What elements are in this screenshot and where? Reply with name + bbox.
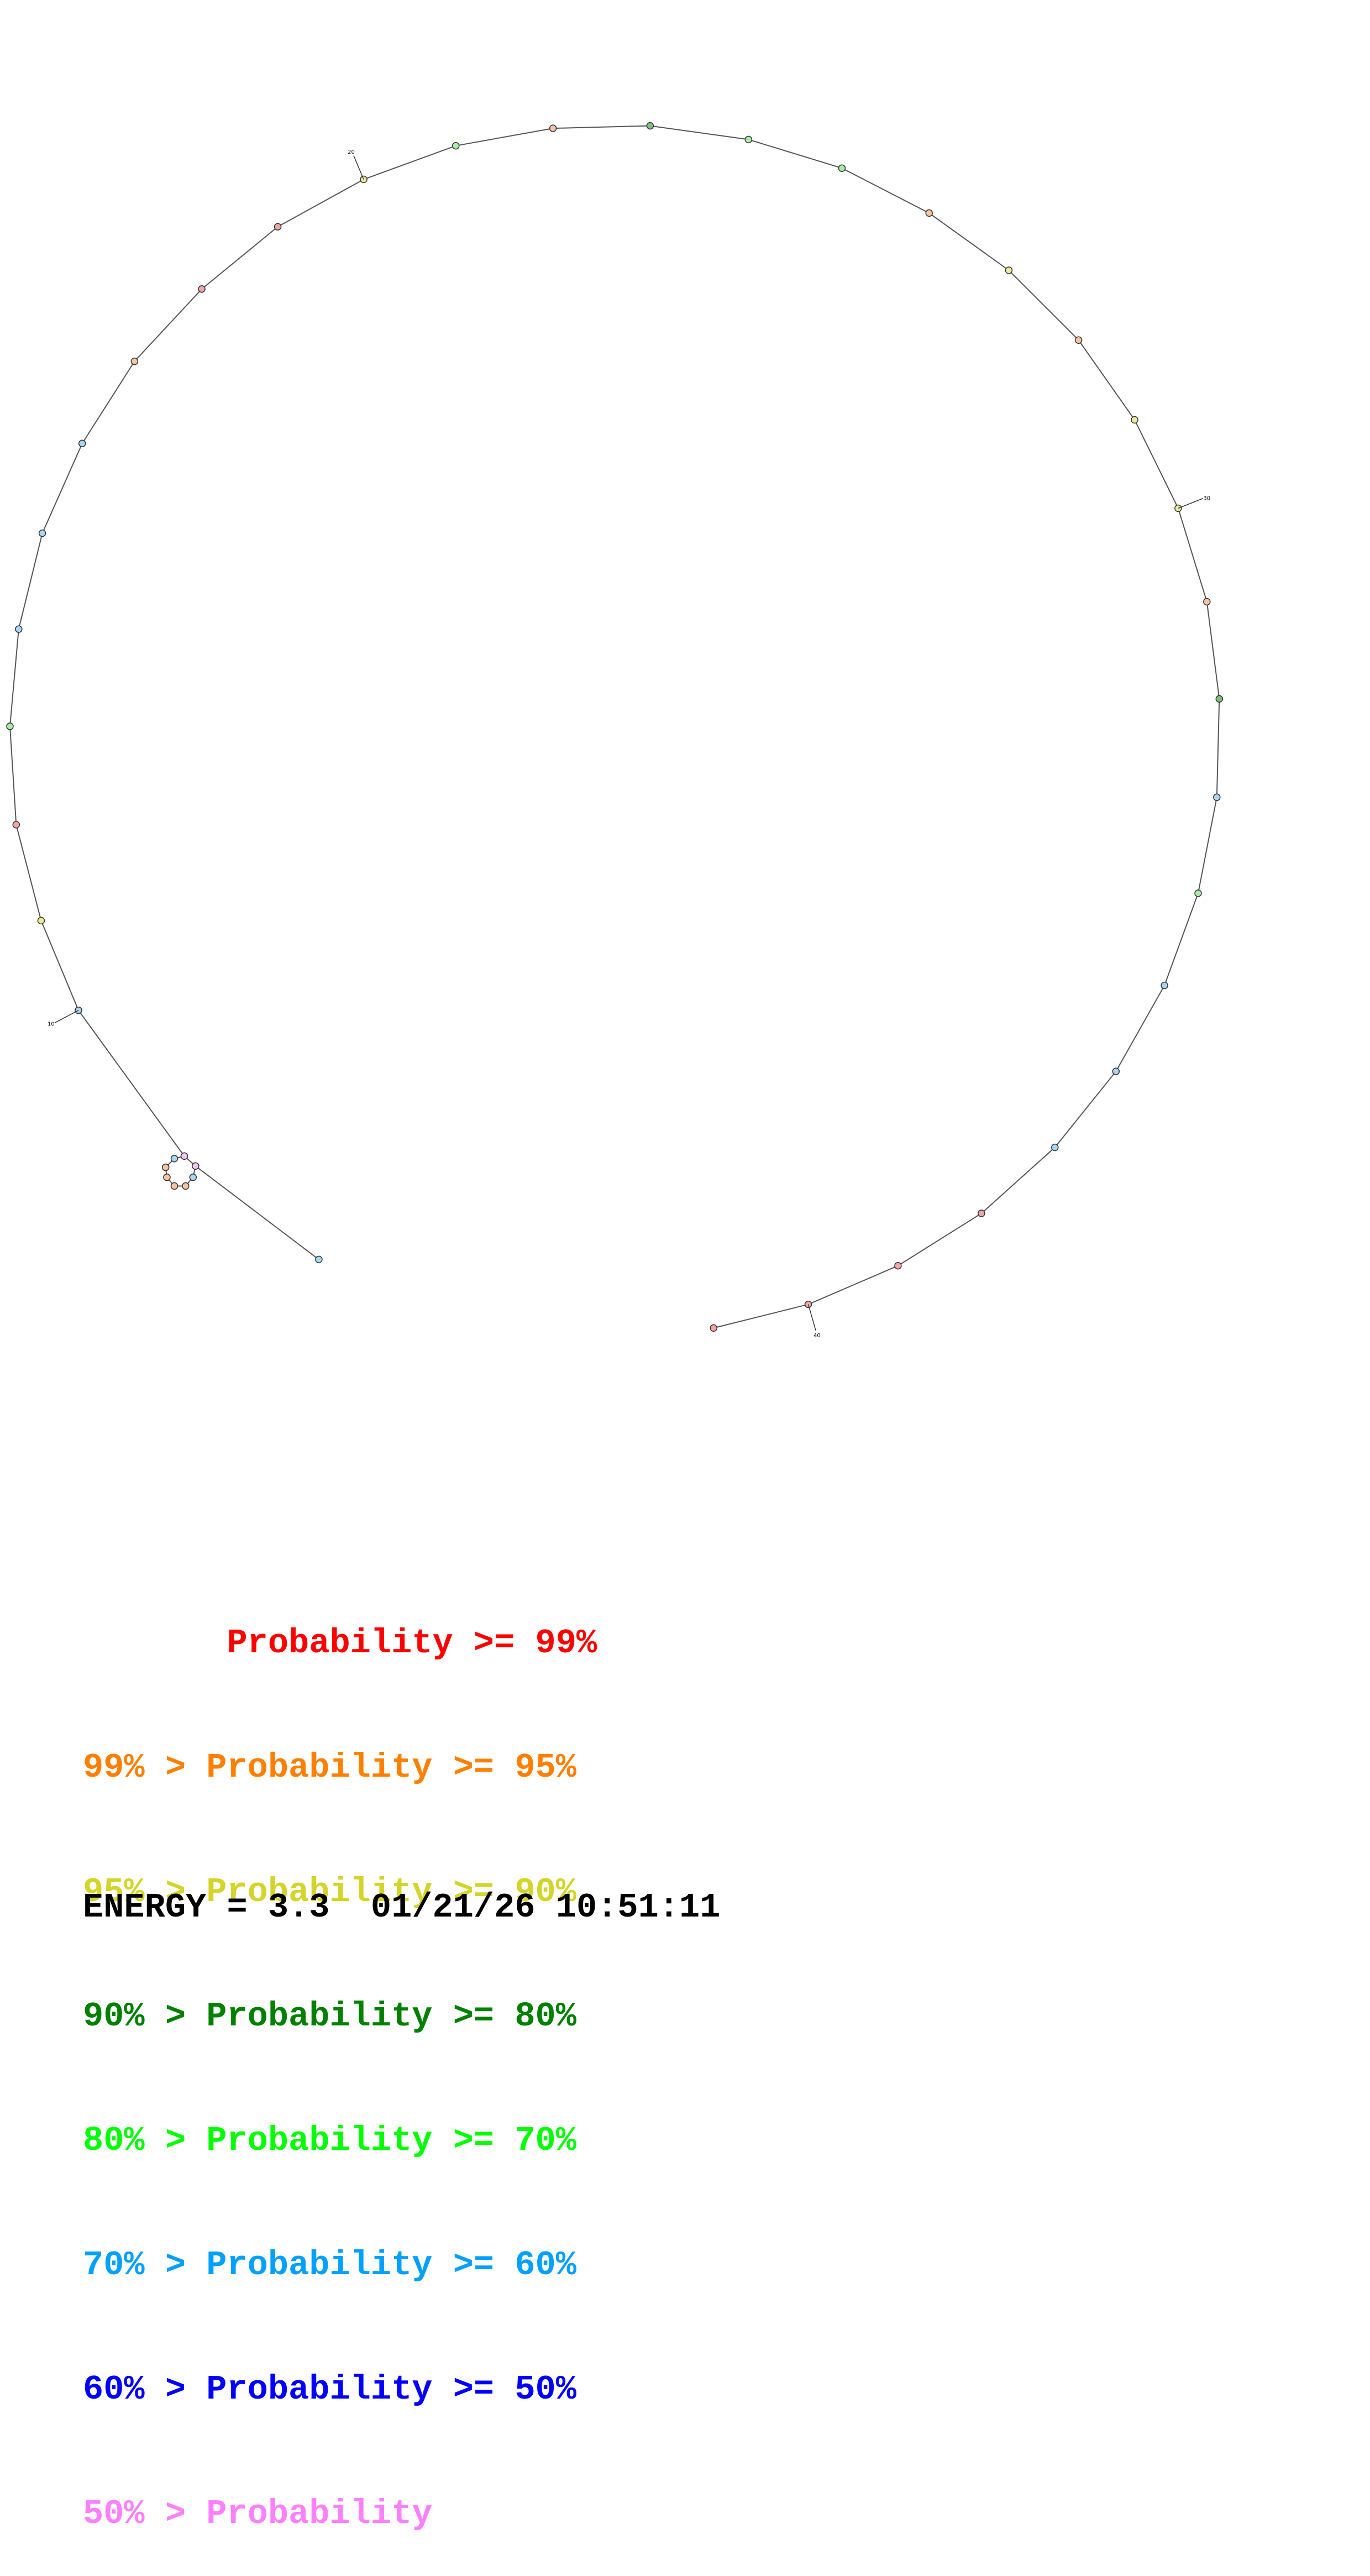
energy-value: ENERGY = 3.3 bbox=[83, 1888, 330, 1927]
legend-row-70: 80% > Probability >= 70% bbox=[83, 2121, 576, 2160]
nucleotide bbox=[646, 122, 654, 130]
legend-row-80: 90% > Probability >= 80% bbox=[83, 1997, 576, 2036]
nucleotide bbox=[38, 529, 46, 537]
nucleotide bbox=[549, 124, 557, 132]
backbone-line bbox=[9, 125, 1220, 1329]
timestamp: 01/21/26 10:51:11 bbox=[370, 1888, 721, 1927]
nucleotide bbox=[170, 1182, 179, 1190]
position-label: 40 bbox=[813, 1333, 821, 1339]
nucleotide bbox=[163, 1173, 171, 1181]
nucleotide bbox=[78, 439, 86, 448]
position-ticks: 10 20 30 40 bbox=[48, 149, 1210, 1339]
position-label: 20 bbox=[348, 149, 355, 155]
nucleotide bbox=[1213, 793, 1221, 802]
tick-line bbox=[353, 155, 364, 180]
legend-row-below-50: 50% > Probability bbox=[83, 2494, 433, 2533]
nucleotide bbox=[838, 164, 846, 172]
nucleotide bbox=[192, 1162, 200, 1170]
nucleotide bbox=[274, 223, 282, 231]
nucleotide bbox=[925, 209, 933, 217]
nucleotide bbox=[1005, 266, 1013, 274]
legend-row-60: 70% > Probability >= 60% bbox=[83, 2245, 576, 2285]
nucleotide bbox=[198, 285, 206, 293]
nucleotide bbox=[978, 1210, 985, 1217]
nucleotide bbox=[15, 625, 23, 633]
rna-structure-diagram: 10 20 30 40 bbox=[6, 122, 1224, 1339]
nucleotide bbox=[6, 722, 14, 730]
nucleotide bbox=[1161, 981, 1168, 989]
nucleotide bbox=[1051, 1143, 1059, 1151]
legend-row-50: 60% > Probability >= 50% bbox=[83, 2370, 576, 2409]
legend-row-99: Probability >= 99% bbox=[83, 1624, 597, 1663]
nucleotide bbox=[1112, 1067, 1120, 1075]
position-label: 30 bbox=[1203, 496, 1210, 502]
position-label: 10 bbox=[48, 1022, 55, 1028]
backbone-path bbox=[9, 125, 1220, 1329]
nucleotide bbox=[161, 1163, 170, 1171]
nucleotide bbox=[130, 357, 139, 365]
nucleotide bbox=[170, 1155, 179, 1163]
legend-row-90: 95% > Probability >= 90% bbox=[83, 1872, 576, 1912]
nucleotide bbox=[1074, 336, 1083, 344]
nucleotide bbox=[1194, 889, 1202, 897]
nucleotide bbox=[894, 1261, 902, 1270]
nucleotide bbox=[1131, 416, 1138, 424]
tick-line bbox=[1178, 498, 1204, 509]
nucleotide bbox=[37, 917, 45, 925]
nucleotide bbox=[12, 821, 20, 829]
probability-legend: Probability >= 99% 99% > Probability >= … bbox=[83, 1540, 597, 2576]
nucleotide bbox=[1215, 695, 1224, 703]
nucleotide bbox=[315, 1255, 323, 1264]
legend-row-95: 99% > Probability >= 95% bbox=[83, 1748, 576, 1787]
nucleotide bbox=[1203, 598, 1211, 606]
nucleotide bbox=[180, 1152, 188, 1160]
nucleotide bbox=[189, 1173, 197, 1181]
energy-line: ENERGY = 3.3 01/21/26 10:51:11 bbox=[83, 1888, 720, 1927]
tick-line bbox=[54, 1010, 79, 1023]
nucleotide bbox=[452, 142, 460, 150]
nucleotide bbox=[710, 1324, 718, 1332]
nucleotide bbox=[744, 135, 753, 144]
nucleotide bbox=[182, 1182, 190, 1190]
nucleotides bbox=[6, 122, 1224, 1332]
tick-line bbox=[807, 1304, 816, 1331]
